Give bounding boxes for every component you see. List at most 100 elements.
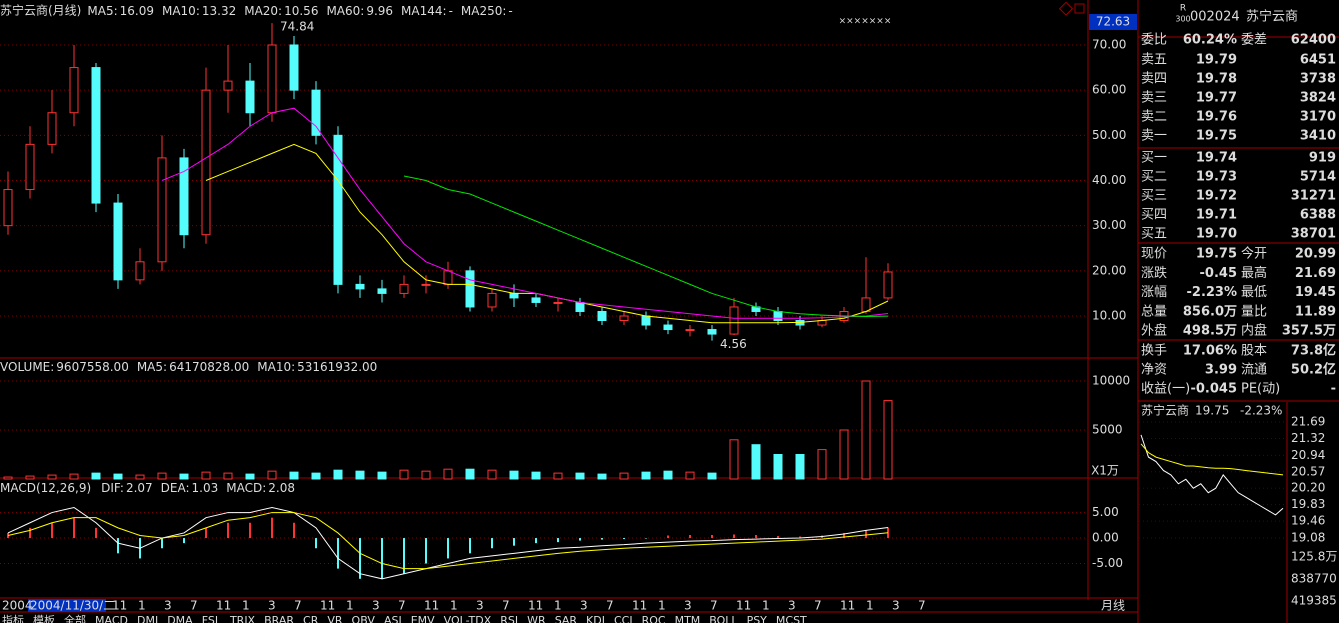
candle-body: [487, 292, 497, 308]
candle-body: [69, 67, 79, 114]
tab[interactable]: ASI: [384, 614, 402, 623]
x-tick-label: 7: [606, 599, 614, 613]
book-price: 19.71: [1196, 208, 1237, 223]
tab[interactable]: MACD: [95, 614, 128, 623]
y-tick-label: 21.69: [1291, 415, 1325, 429]
legend-item: MA60: 9.96: [326, 4, 393, 18]
tab[interactable]: DMA: [167, 614, 193, 623]
tab[interactable]: SAR: [555, 614, 578, 623]
candle-body: [311, 89, 321, 136]
volume-bar: [817, 449, 827, 480]
volume-bar: [575, 472, 585, 480]
candle-body: [25, 143, 35, 191]
candle-body: [707, 329, 717, 335]
x-start: 2004: [2, 599, 33, 613]
y-tick-label: 19.46: [1291, 514, 1325, 528]
volume-bar: [399, 469, 409, 480]
candle-body: [201, 89, 211, 236]
top-mark: ×××××××: [839, 17, 892, 27]
tab[interactable]: PSY: [747, 614, 768, 623]
candle-body: [399, 283, 409, 294]
x-tick-label: 3: [164, 599, 172, 613]
book-label: 买二: [1141, 170, 1167, 185]
book-label: 买四: [1141, 208, 1167, 223]
candle-body: [663, 324, 673, 331]
volume-bar: [883, 400, 893, 480]
tab[interactable]: OBV: [352, 614, 376, 623]
legend-label: MA20:: [244, 4, 282, 18]
volume-label: 419385: [1291, 594, 1337, 608]
legend-value: 53161932.00: [297, 360, 377, 374]
y-tick-label: 19.08: [1291, 531, 1325, 545]
tab[interactable]: EMV: [411, 614, 435, 623]
book-volume: 3738: [1300, 72, 1336, 87]
x-tick-label: 1: [346, 599, 354, 613]
y-tick-label: 20.94: [1291, 448, 1325, 462]
tab[interactable]: DMI: [137, 614, 158, 623]
quote-label: 净资: [1141, 363, 1167, 378]
tab[interactable]: MCST: [776, 614, 807, 623]
y-tick-label: 20.57: [1291, 464, 1325, 478]
axis-flag: 72.63: [1096, 15, 1130, 29]
x-tick-label: 3: [268, 599, 276, 613]
volume-bar: [663, 470, 673, 480]
tab[interactable]: 模板: [33, 613, 55, 623]
book-price: 19.75: [1196, 129, 1237, 144]
book-volume: 919: [1309, 151, 1336, 166]
quote-label: 现价: [1141, 247, 1167, 262]
tab[interactable]: 全部: [64, 613, 86, 623]
volume-bar: [641, 471, 651, 480]
quote-label: 股本: [1241, 344, 1267, 359]
period[interactable]: 月线: [1101, 599, 1125, 613]
tab[interactable]: KDJ: [586, 614, 605, 623]
legend-value: -: [508, 4, 512, 18]
volume-bar: [267, 470, 277, 480]
tab[interactable]: CCI: [614, 614, 633, 623]
volume-bar: [861, 380, 871, 480]
legend-item: MA250: -: [461, 4, 513, 18]
candle-body: [3, 189, 13, 227]
book-volume: 6388: [1300, 208, 1336, 223]
quote-value: 19.45: [1295, 285, 1336, 300]
x-tick-label: 11: [632, 599, 647, 613]
tab[interactable]: 指标: [2, 613, 24, 623]
x-tick-label: 7: [918, 599, 926, 613]
quote-value: -2.23%: [1187, 285, 1238, 300]
tab[interactable]: TRIX: [229, 614, 256, 623]
y-tick-label: 20.20: [1291, 481, 1325, 495]
quote-value: 21.69: [1295, 266, 1336, 281]
tab[interactable]: RSI: [500, 614, 518, 623]
intraday-line: [1140, 434, 1284, 516]
mini-change: -2.23%: [1240, 404, 1282, 418]
candle-body: [223, 80, 233, 91]
candle-body: [91, 67, 101, 204]
candle-body: [377, 288, 387, 294]
y-tick-label: 20.00: [1092, 263, 1126, 277]
tab[interactable]: CR: [303, 614, 319, 623]
legend-value: 13.32: [202, 4, 236, 18]
tab[interactable]: WR: [527, 614, 546, 623]
intraday-line: [1140, 443, 1284, 476]
tab[interactable]: VOL-TDX: [444, 614, 492, 623]
quote-label: 内盘: [1241, 323, 1267, 339]
y-tick-label: 40.00: [1092, 173, 1126, 187]
icon[interactable]: [1074, 3, 1085, 14]
tab[interactable]: MTM: [675, 614, 701, 623]
tab[interactable]: BOLL: [709, 614, 738, 623]
tab[interactable]: ROC: [642, 614, 666, 623]
y-tick-label: 5.00: [1092, 505, 1119, 519]
tab[interactable]: FSL: [202, 614, 222, 623]
quote-value: -0.045: [1190, 382, 1237, 397]
icon[interactable]: [1058, 1, 1074, 16]
mini-title: 苏宁云商: [1141, 403, 1189, 418]
x-tick-label: 11: [528, 599, 543, 613]
legend-item: MA20: 10.56: [244, 4, 318, 18]
tab[interactable]: VR: [327, 614, 343, 623]
legend-item: DIF: 2.07: [101, 481, 153, 495]
tab[interactable]: BRAR: [264, 614, 294, 623]
book-label: 卖一: [1141, 129, 1167, 144]
quote-value: 498.5万: [1183, 324, 1237, 339]
dea-line: [7, 512, 889, 570]
book-price: 19.73: [1196, 170, 1237, 185]
x-tick-label: 11: [736, 599, 751, 613]
